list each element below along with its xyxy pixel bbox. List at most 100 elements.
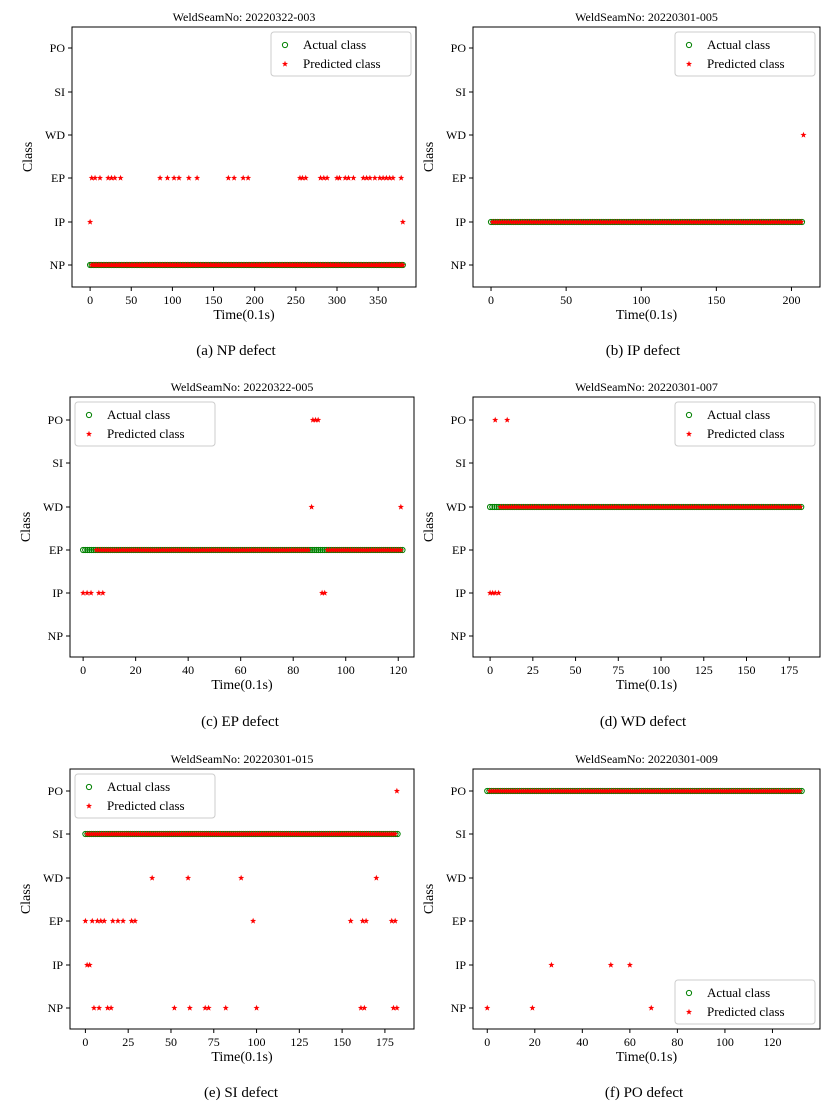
predicted-point — [202, 1004, 209, 1011]
predicted-point — [777, 503, 784, 510]
x-tick-label: 150 — [707, 293, 725, 307]
y-tick-label: EP — [452, 543, 466, 557]
predicted-point — [780, 218, 787, 225]
predicted-point — [663, 503, 671, 510]
predicted-point — [579, 218, 586, 225]
chart-title: WeldSeamNo: 20220301-015 — [171, 752, 314, 766]
y-tick-label: EP — [51, 171, 65, 185]
predicted-point — [532, 503, 539, 510]
predicted-point — [631, 218, 638, 225]
legend-circle-marker — [685, 411, 693, 419]
predicted-point — [515, 503, 522, 510]
predicted-point — [492, 589, 499, 596]
predicted-point — [393, 1004, 400, 1011]
x-tick-label: 60 — [235, 663, 247, 677]
y-axis-label: Class — [19, 512, 34, 542]
predicted-point — [666, 503, 673, 510]
y-tick-label: NP — [48, 1001, 64, 1015]
predicted-point — [342, 174, 349, 181]
predicted-point — [321, 589, 328, 596]
legend-circle-marker — [85, 411, 93, 419]
legend: Actual class Predicted class — [74, 773, 216, 819]
predicted-point — [796, 787, 803, 794]
x-tick-label: 50 — [125, 293, 137, 307]
predicted-point — [537, 503, 544, 510]
predicted-point — [712, 503, 719, 510]
predicted-point — [171, 1004, 178, 1011]
predicted-point — [581, 503, 588, 510]
predicted-point — [554, 218, 561, 225]
chart-title: WeldSeamNo: 20220301-009 — [575, 752, 718, 766]
chart-panel-3: WeldSeamNo: 20220322-005 NP IP EP WD SI PO 0 20 4… — [19, 380, 415, 730]
x-tick-label: 80 — [287, 663, 299, 677]
chart-panel-1: WeldSeamNo: 20220322-003 NP IP EP WD SI PO 0 50 1… — [21, 10, 417, 359]
predicted-point — [797, 503, 804, 510]
actual-point — [486, 503, 494, 511]
panel-caption: (c) EP defect — [201, 714, 280, 730]
x-tick-label: 175 — [780, 663, 798, 677]
predicted-point — [493, 218, 501, 225]
predicted-point — [541, 218, 548, 225]
predicted-point — [705, 218, 712, 225]
x-tick-label: 0 — [87, 293, 93, 307]
predicted-point — [692, 503, 699, 510]
predicted-point — [399, 261, 406, 268]
predicted-point — [514, 218, 521, 225]
predicted-point — [570, 218, 577, 225]
predicted-point — [308, 503, 315, 510]
predicted-point — [504, 416, 511, 423]
legend-label-predicted: Predicted class — [707, 1004, 785, 1019]
series-predicted — [87, 174, 406, 268]
predicted-point — [86, 961, 93, 968]
predicted-point — [357, 1004, 364, 1011]
predicted-point — [548, 503, 555, 510]
predicted-point — [653, 218, 661, 225]
predicted-point — [638, 218, 645, 225]
y-axis-label: Class — [21, 142, 36, 172]
predicted-point — [723, 503, 731, 510]
predicted-point — [519, 503, 526, 510]
legend-circle-marker — [685, 989, 693, 997]
predicted-point — [575, 218, 582, 225]
predicted-point — [672, 503, 679, 510]
predicted-point — [766, 503, 773, 510]
y-tick-label: EP — [49, 543, 63, 557]
predicted-point — [95, 589, 102, 596]
legend-label-actual: Actual class — [707, 985, 770, 1000]
predicted-point — [108, 174, 115, 181]
predicted-point — [557, 218, 564, 225]
predicted-point — [586, 218, 593, 225]
x-tick-label: 150 — [205, 293, 223, 307]
predicted-point — [498, 218, 505, 225]
predicted-point — [319, 589, 326, 596]
predicted-point — [117, 174, 124, 181]
x-tick-label: 125 — [290, 1035, 308, 1049]
predicted-point — [679, 503, 686, 510]
y-tick-label: SI — [455, 827, 466, 841]
predicted-point — [615, 503, 622, 510]
predicted-point — [563, 503, 571, 510]
legend-circle-marker — [281, 41, 289, 49]
y-tick-label: NP — [451, 629, 467, 643]
actual-point — [80, 546, 87, 554]
predicted-point — [629, 218, 636, 225]
predicted-point — [388, 917, 395, 924]
predicted-point — [619, 503, 626, 510]
x-axis-label: Time(0.1s) — [616, 1050, 678, 1065]
actual-point — [313, 546, 320, 554]
y-tick-label: WD — [43, 871, 63, 885]
predicted-point — [770, 503, 777, 510]
legend-star-marker — [85, 430, 93, 437]
predicted-point — [603, 503, 611, 510]
predicted-point — [626, 961, 633, 968]
x-axis-label: Time(0.1s) — [213, 308, 275, 323]
predicted-point — [487, 589, 494, 596]
predicted-point — [739, 218, 746, 225]
predicted-point — [792, 503, 799, 510]
predicted-point — [676, 218, 683, 225]
predicted-point — [721, 503, 728, 510]
predicted-point — [492, 416, 499, 423]
actual-point — [88, 546, 95, 554]
legend-box — [674, 31, 816, 77]
predicted-point — [768, 503, 775, 510]
